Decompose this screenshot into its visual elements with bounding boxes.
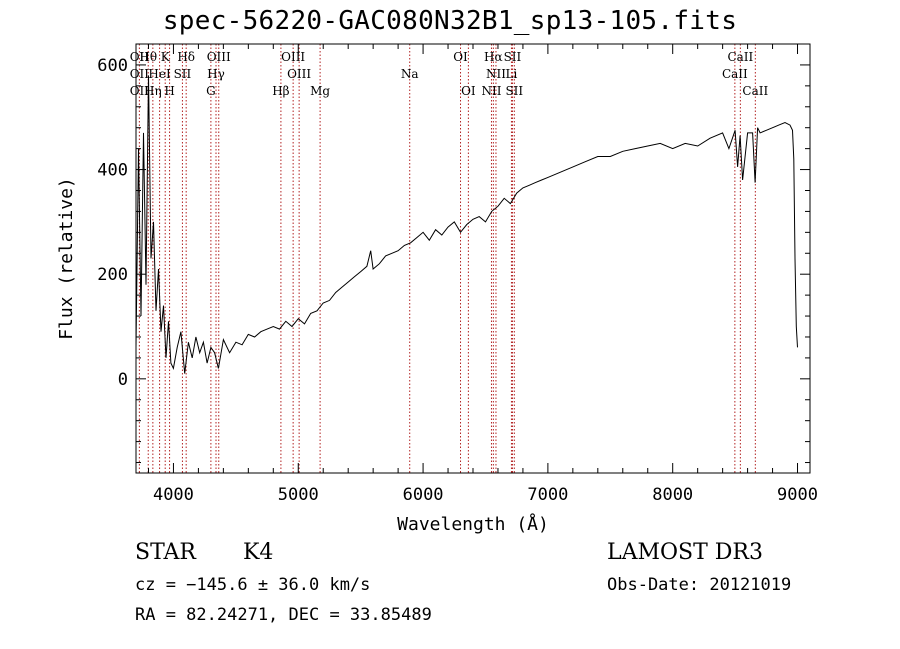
- x-tick-label: 6000: [403, 485, 444, 505]
- line-label-li: Li: [506, 67, 518, 81]
- line-label-oii: OII: [130, 67, 150, 81]
- line-label-oii: OII: [130, 50, 150, 64]
- line-label-na: Na: [401, 67, 419, 81]
- line-label-hη: Hη: [144, 84, 162, 98]
- line-label-hei: HeI: [148, 67, 171, 81]
- line-label-hγ: Hγ: [207, 67, 225, 81]
- x-tick-label: 8000: [652, 485, 693, 505]
- y-axis-label: Flux (relative): [56, 177, 77, 340]
- line-label-nii: NII: [486, 67, 506, 81]
- axis-ticks: [136, 43, 810, 473]
- line-label-hδ: Hδ: [177, 50, 195, 64]
- line-label-caii: CaII: [742, 84, 768, 98]
- axis-tick-labels: 4000 5000 6000 7000 8000 9000 0 200 400 600: [97, 56, 818, 505]
- chart-title: spec-56220-GAC080N32B1_sp13-105.fits: [162, 6, 738, 36]
- survey-name: LAMOST DR3: [607, 540, 763, 565]
- object-class: STAR: [135, 540, 196, 565]
- line-label-mg: Mg: [310, 84, 330, 98]
- line-label-oiii: OIII: [281, 50, 305, 64]
- line-label-oii: OII: [130, 84, 150, 98]
- line-label-oiii: OIII: [287, 67, 311, 81]
- line-label-sii: SII: [504, 50, 522, 64]
- x-tick-label: 9000: [777, 485, 818, 505]
- line-label-k: K: [161, 50, 171, 64]
- line-label-hθ: Hθ: [139, 50, 157, 64]
- plot-frame: [135, 43, 811, 474]
- observation-date: Obs-Date: 20121019: [607, 575, 792, 595]
- x-tick-label: 5000: [278, 485, 319, 505]
- line-label-sii: SII: [174, 67, 192, 81]
- line-label-oi: OI: [461, 84, 476, 98]
- line-label-hα: Hα: [484, 50, 503, 64]
- emission-line-markers: [138, 44, 756, 473]
- line-label-sii: SII: [505, 84, 523, 98]
- radial-velocity: cz = −145.6 ± 36.0 km/s: [135, 575, 371, 595]
- x-tick-label: 4000: [153, 485, 194, 505]
- object-subclass: K4: [243, 540, 274, 565]
- y-tick-label: 0: [118, 370, 128, 390]
- line-label-oiii: OIII: [207, 50, 231, 64]
- line-label-h: H: [164, 84, 174, 98]
- line-label-oi: OI: [453, 50, 468, 64]
- line-label-caii: CaII: [727, 50, 753, 64]
- line-label-nii: NII: [481, 84, 501, 98]
- x-tick-label: 7000: [527, 485, 568, 505]
- y-tick-label: 200: [97, 265, 128, 285]
- y-tick-label: 600: [97, 56, 128, 76]
- line-label-caii: CaII: [722, 67, 748, 81]
- y-tick-label: 400: [97, 161, 128, 181]
- x-axis-label: Wavelength (Å): [397, 513, 549, 535]
- line-label-hβ: Hβ: [272, 84, 289, 98]
- sky-coordinates: RA = 82.24271, DEC = 33.85489: [135, 605, 432, 625]
- line-label-g: G: [206, 84, 216, 98]
- spectrum-line: [135, 75, 798, 374]
